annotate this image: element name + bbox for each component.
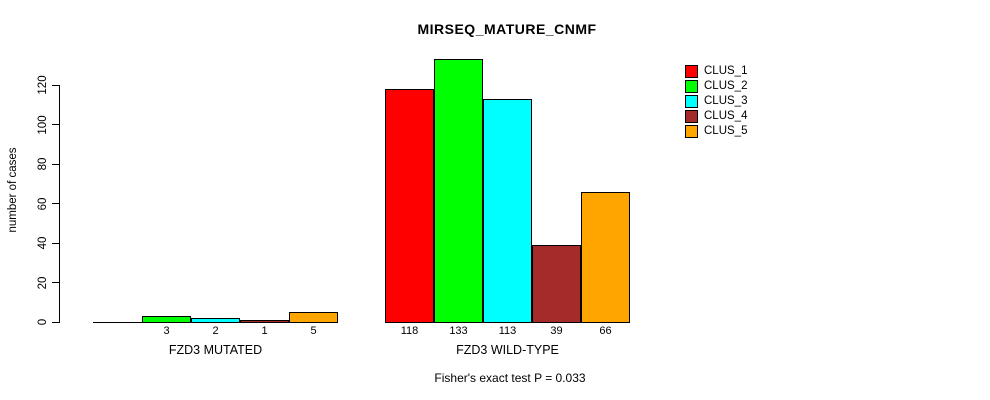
y-axis-tick-label: 120 [37,75,49,95]
legend-item-label: CLUS_1 [704,65,748,77]
y-axis-tick [52,321,59,323]
bar-value-label: 39 [550,325,563,337]
group-label: FZD3 MUTATED [168,343,263,357]
legend-color-swatch [685,80,698,93]
bar-clus_2 [434,59,483,323]
y-axis-tick-label: 20 [37,276,49,289]
bar-clus_3 [483,99,532,323]
y-axis-tick-label: 60 [37,197,49,210]
legend-color-swatch [685,125,698,138]
legend-item: CLUS_1 [685,64,747,79]
y-axis-tick-label: 100 [37,114,49,135]
bar-value-label: 5 [310,325,317,337]
y-axis-tick [52,242,59,244]
legend-item: CLUS_3 [685,94,747,109]
bar-clus_5 [289,312,338,323]
y-axis-tick [52,124,59,125]
bar-clus_2 [142,316,191,323]
y-axis-tick-label: 40 [37,236,49,250]
stat-test-footnote: Fisher's exact test P = 0.033 [434,371,586,385]
bar-value-label: 118 [400,325,419,337]
legend-item: CLUS_2 [685,79,747,94]
bar-value-label: 113 [498,325,517,337]
y-axis-label: number of cases [7,147,19,233]
legend-color-swatch [685,110,698,123]
legend-item-label: CLUS_5 [704,125,748,137]
chart-title: MIRSEQ_MATURE_CNMF [417,21,597,37]
y-axis-tick-label: 0 [37,318,49,326]
bar-value-label: 2 [212,325,219,337]
legend-item: CLUS_5 [685,124,747,139]
legend: CLUS_1 CLUS_2 CLUS_3 CLUS_4 CLUS_5 [685,64,747,139]
bar-clus_1 [385,89,434,323]
bar-clus_4 [240,320,289,323]
bar-value-label: 1 [261,325,268,337]
bar-clus_4 [532,245,581,323]
legend-item-label: CLUS_2 [704,80,748,92]
y-axis-line [59,85,60,323]
legend-color-swatch [685,65,698,78]
bar-value-label: 66 [599,325,612,337]
legend-item: CLUS_4 [685,109,747,124]
bar-clus_1 [93,322,142,323]
y-axis-tick [52,282,59,283]
bar-value-label: 133 [449,325,468,337]
legend-item-label: CLUS_4 [704,110,748,122]
y-axis-tick [52,163,59,165]
y-axis-tick-label: 80 [37,157,49,171]
bar-clus_5 [581,192,630,323]
bar-value-label: 3 [163,325,170,337]
bar-clus_3 [191,318,240,323]
legend-color-swatch [685,95,698,108]
legend-item-label: CLUS_3 [704,95,748,107]
group-label: FZD3 WILD-TYPE [456,343,559,357]
y-axis-tick [52,84,59,86]
y-axis-tick [52,203,59,204]
